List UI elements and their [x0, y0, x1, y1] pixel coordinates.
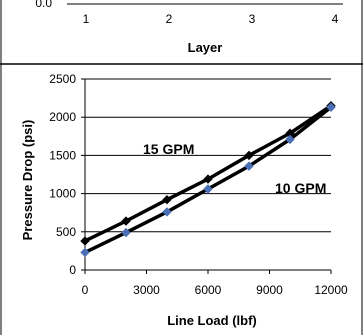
data-point-15gpm — [80, 236, 90, 246]
x-tick-label: 3000 — [133, 283, 160, 297]
x-tick-label: 9000 — [256, 283, 283, 297]
top-chart-x-tick-label-4: 4 — [332, 12, 339, 26]
series-label-15gpm: 15 GPM — [143, 141, 194, 157]
data-point-10gpm — [244, 161, 254, 171]
top-chart-y-tick-label: 0.0 — [35, 0, 52, 10]
x-tick-label: 0 — [82, 283, 89, 297]
data-point-15gpm — [244, 150, 254, 161]
series-label-10gpm: 10 GPM — [275, 180, 326, 196]
data-point-15gpm — [162, 195, 172, 205]
data-point-10gpm — [285, 134, 295, 145]
data-point-15gpm — [121, 216, 131, 226]
top-chart-x-tick-label-3: 3 — [249, 12, 256, 26]
top-chart-fragment: 0.0 1 2 3 4 Layer — [0, 0, 363, 64]
y-tick-label: 500 — [56, 225, 76, 239]
grid-lines — [85, 78, 331, 233]
y-tick-label: 1500 — [49, 148, 76, 162]
y-tick-label: 2000 — [49, 110, 76, 124]
y-tick-label: 2500 — [49, 72, 76, 86]
y-tick-label: 1000 — [49, 187, 76, 201]
x-axis-title: Line Load (lbf) — [167, 313, 257, 328]
data-point-10gpm — [326, 102, 336, 112]
x-tick-label: 12000 — [314, 283, 348, 297]
top-chart-x-axis-title: Layer — [188, 40, 223, 55]
pressure-drop-chart: 0 500 1000 1500 2000 2500 0 3000 6000 9000 12000 L… — [20, 72, 348, 328]
data-point-10gpm — [203, 184, 213, 194]
data-point-10gpm — [162, 207, 172, 217]
y-axis-title: Pressure Drop (psi) — [20, 120, 35, 241]
data-point-15gpm — [203, 174, 213, 184]
top-chart-x-tick-label-1: 1 — [83, 12, 90, 26]
data-point-10gpm — [121, 227, 131, 238]
x-tick-label: 6000 — [195, 283, 222, 297]
tick-labels: 0 500 1000 1500 2000 2500 0 3000 6000 9000 12000 — [49, 72, 348, 297]
series — [80, 101, 336, 258]
top-chart-x-tick-label-2: 2 — [166, 12, 173, 26]
data-point-10gpm — [80, 247, 90, 258]
y-tick-label: 0 — [69, 263, 76, 277]
